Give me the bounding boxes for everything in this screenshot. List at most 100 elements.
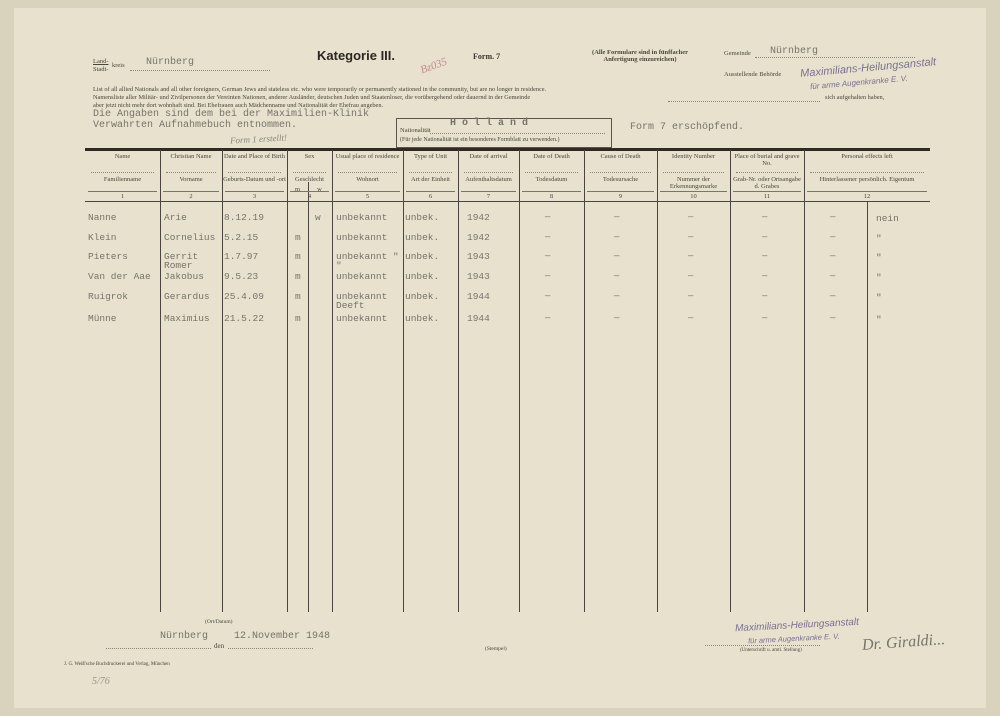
column-header-en: Personal effects left <box>841 153 893 160</box>
cell-name: Klein <box>88 232 117 243</box>
typed-note-1: Die Angaben sind dem bei der Maximilien-… <box>93 109 370 120</box>
column-header-en: Place of burial and grave No. <box>734 153 800 167</box>
cell-unit: unbek. <box>405 291 440 302</box>
cell-arrival: 1943 <box>467 271 490 282</box>
cell-birth: 8.12.19 <box>224 212 264 223</box>
cell-birth: 1.7.97 <box>224 251 259 262</box>
column-number: 4 <box>307 193 312 200</box>
signature-line <box>705 645 820 646</box>
form-number: Form. 7 <box>473 52 501 61</box>
cell-birth: 25.4.09 <box>224 291 264 302</box>
form-category-title: Kategorie III. <box>317 48 396 63</box>
cell-unit: unbek. <box>405 313 440 324</box>
cell-cause: — <box>614 313 620 323</box>
nationality-box <box>396 118 612 148</box>
intro-german-1: Namensliste aller Militär- und Zivilpers… <box>93 94 531 101</box>
number-divider <box>522 191 581 192</box>
nationality-label: Nationalität <box>400 127 431 134</box>
number-divider <box>163 191 219 192</box>
stadt-label: Stadt- <box>93 66 109 73</box>
cell-birth: 5.2.15 <box>224 232 259 243</box>
column-header-en: Identity Number <box>671 153 716 160</box>
place-value: Nürnberg <box>160 631 209 642</box>
cell-residence: unbekannt <box>336 271 388 282</box>
cell-cause: — <box>614 232 620 242</box>
header-divider <box>91 172 154 173</box>
column-header-en: Cause of Death <box>600 153 641 160</box>
cell-id: — <box>688 212 694 222</box>
column-header-en: Sex <box>304 153 315 160</box>
cell-id: — <box>688 251 694 261</box>
column-header-en: Name <box>114 153 131 160</box>
column-number: 5 <box>365 193 370 200</box>
column-header-de: Wohnort <box>356 176 379 183</box>
header-divider <box>810 172 924 173</box>
cell-name: Ruigrok <box>88 291 128 302</box>
header-divider <box>409 172 452 173</box>
gemeinde-line <box>755 57 915 58</box>
column-header-de: Todesdatum <box>535 176 568 183</box>
place-line <box>106 648 211 649</box>
effects-subdivider <box>867 201 868 612</box>
column-divider <box>657 150 658 612</box>
cell-m: m <box>295 232 301 243</box>
column-number: 8 <box>549 193 554 200</box>
cell-residence: unbekannt " " <box>336 251 399 271</box>
cell-burial: — <box>762 251 768 261</box>
cell-residence: unbekannt <box>336 232 388 243</box>
cell-eff_yes: — <box>830 251 836 261</box>
sex-subdivider <box>308 182 309 612</box>
date-value: 12.November 1948 <box>234 631 331 642</box>
cell-first: Jakobus <box>164 271 204 282</box>
sex-w-label: w <box>317 186 322 193</box>
column-divider <box>332 150 333 612</box>
column-divider <box>584 150 585 612</box>
cell-w: w <box>315 212 321 223</box>
gemeinde-value: Nürnberg <box>770 46 819 57</box>
table-top-rule <box>85 148 930 151</box>
column-header-de: Familienname <box>103 176 142 183</box>
column-number: 3 <box>252 193 257 200</box>
column-header-de: Todesursache <box>602 176 639 183</box>
number-divider <box>406 191 455 192</box>
number-divider <box>461 191 516 192</box>
cell-name: Pieters <box>88 251 128 262</box>
cell-eff_yes: — <box>830 271 836 281</box>
cell-eff_yes: — <box>830 291 836 301</box>
intro-german-1-end: sich aufgehalten haben, <box>825 94 885 101</box>
cell-arrival: 1943 <box>467 251 490 262</box>
header-divider <box>663 172 724 173</box>
kreis-value: Nürnberg <box>146 57 195 68</box>
column-divider <box>458 150 459 612</box>
column-header-en: Usual place of residence <box>335 153 400 160</box>
column-header-de: Nummer der Erkennungsmarke <box>669 176 718 190</box>
column-divider <box>804 150 805 612</box>
cell-m: m <box>295 271 301 282</box>
typed-note-3: Form 7 erschöpfend. <box>630 122 745 133</box>
cell-eff-no: " <box>876 314 882 325</box>
cell-name: Van der Aae <box>88 271 151 282</box>
cell-first: Gerardus <box>164 291 210 302</box>
header-divider <box>525 172 578 173</box>
gemeinde-line-2 <box>668 101 820 102</box>
cell-unit: unbek. <box>405 212 440 223</box>
column-number: 10 <box>690 193 697 200</box>
column-divider <box>287 150 288 612</box>
cell-first: Arie <box>164 212 187 223</box>
cell-residence: unbekannt Deeft <box>336 291 388 311</box>
column-divider <box>403 150 404 612</box>
column-header-en: Date and Place of Birth <box>223 153 285 160</box>
cell-first: Cornelius <box>164 232 216 243</box>
cell-death: — <box>545 271 551 281</box>
column-header-de: Art der Einheit <box>411 176 450 183</box>
column-header-de: Geschlecht <box>295 176 324 183</box>
cell-first: Gerrit Romer <box>164 251 199 271</box>
cell-burial: — <box>762 291 768 301</box>
column-header-de: Aufenthaltsdatum <box>465 176 512 183</box>
cell-eff_yes: — <box>830 212 836 222</box>
column-header-en: Date of arrival <box>469 153 508 160</box>
column-number: 1 <box>120 193 125 200</box>
cell-m: m <box>295 251 301 262</box>
nationality-line <box>430 133 605 134</box>
cell-death: — <box>545 291 551 301</box>
